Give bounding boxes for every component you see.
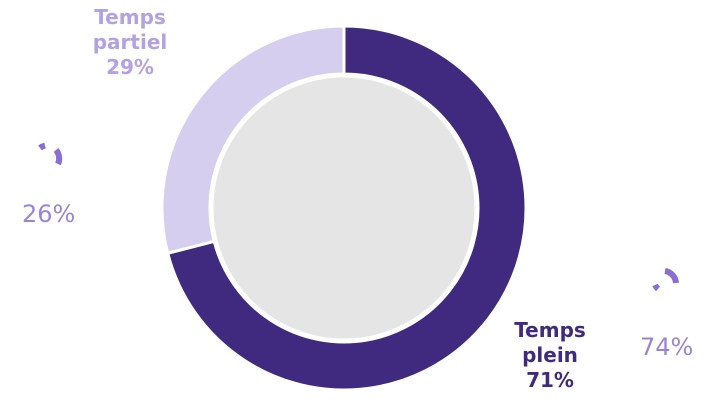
label-temps-plein: Temps plein 71%: [495, 318, 605, 393]
donut-slice-temps-plein: [165, 24, 528, 392]
loading-arc-icon-right: [652, 268, 679, 292]
loading-arc-icon-left: [38, 142, 63, 166]
label-temps-partiel-line2: partiel: [92, 30, 168, 54]
label-temps-partiel-pct: 29%: [106, 55, 154, 79]
donut-slice-temps-partiel: [160, 24, 346, 256]
donut-center: [210, 74, 478, 342]
left-percentage: 26%: [22, 200, 76, 228]
label-temps-plein-line2: plein: [522, 343, 578, 367]
right-percentage: 74%: [640, 333, 694, 361]
label-temps-partiel-line1: Temps: [94, 5, 166, 29]
label-temps-partiel: Temps partiel 29%: [75, 5, 185, 80]
label-temps-plein-line1: Temps: [514, 318, 586, 342]
label-temps-plein-pct: 71%: [526, 368, 574, 392]
